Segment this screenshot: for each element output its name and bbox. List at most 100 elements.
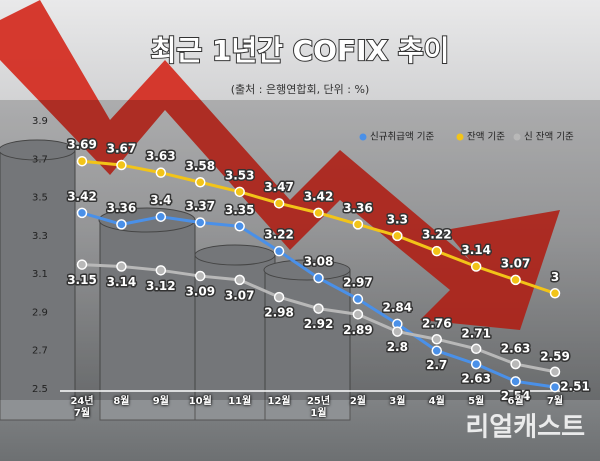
data-point	[155, 265, 167, 276]
data-label: 3.42	[304, 189, 334, 203]
data-label: 3	[551, 270, 559, 284]
data-label: 3.15	[67, 273, 97, 287]
watermark: 리얼캐스트	[465, 413, 585, 443]
subtitle: (출처 : 은행연합회, 단위 : %)	[231, 83, 370, 96]
data-label: 3.69	[67, 138, 97, 152]
x-tick-label: 10월	[188, 396, 212, 407]
data-point	[431, 245, 442, 257]
data-label: 3.47	[264, 180, 294, 194]
y-tick-label: 2.9	[32, 307, 48, 318]
data-point	[116, 261, 127, 272]
data-point	[155, 211, 167, 222]
x-tick-label: 9월	[152, 396, 169, 407]
x-tick-label: 12월	[267, 396, 291, 407]
data-point	[234, 186, 245, 198]
data-label: 2.98	[264, 306, 294, 320]
data-point	[313, 272, 324, 284]
data-label: 3.42	[67, 189, 97, 203]
data-label: 3.09	[185, 285, 215, 299]
data-label: 3.22	[422, 228, 452, 242]
x-tick-label: 7월	[546, 396, 564, 407]
x-tick-label: 4월	[428, 396, 445, 407]
data-point	[155, 167, 167, 178]
data-point	[549, 381, 561, 393]
data-point	[116, 159, 127, 171]
data-label: 2.97	[343, 276, 373, 290]
data-point	[352, 309, 364, 320]
data-label: 2.71	[461, 326, 491, 340]
data-point	[510, 274, 521, 286]
data-label: 3.36	[343, 201, 373, 215]
data-label: 2.63	[501, 342, 531, 356]
y-tick-label: 2.5	[32, 384, 48, 395]
data-point	[470, 261, 482, 272]
data-point	[510, 358, 521, 370]
data-label: 3.37	[185, 199, 215, 213]
legend-label: 신 잔액 기준	[524, 131, 574, 143]
y-tick-label: 3.5	[32, 193, 48, 204]
data-point	[195, 217, 206, 228]
data-label: 3.58	[185, 159, 215, 173]
data-point	[510, 376, 521, 387]
data-label: 3.12	[146, 279, 176, 293]
data-point	[273, 245, 285, 257]
data-label: 3.14	[107, 275, 137, 289]
x-tick-label: 24년 7월	[70, 396, 94, 419]
data-point	[313, 207, 324, 219]
coins	[0, 139, 351, 421]
data-label: 2.51	[560, 380, 590, 394]
data-label: 2.84	[383, 300, 413, 314]
data-point	[76, 155, 88, 167]
data-point	[352, 219, 364, 230]
data-label: 3.4	[150, 193, 171, 207]
red-arrow	[0, 0, 560, 330]
y-tick-label: 2.7	[32, 346, 48, 357]
legend-marker	[513, 133, 521, 141]
x-tick-label: 2월	[349, 396, 366, 407]
data-label: 3.14	[461, 243, 491, 257]
y-tick-label: 3.9	[32, 116, 48, 127]
data-label: 2.59	[540, 349, 570, 363]
x-tick-label: 6월	[507, 396, 524, 407]
data-point	[234, 274, 245, 286]
data-point	[392, 230, 403, 242]
data-label: 3.53	[225, 168, 255, 182]
data-label: 2.63	[461, 372, 491, 386]
data-label: 2.89	[343, 323, 373, 337]
data-point	[76, 207, 88, 219]
legend-marker	[456, 133, 464, 141]
data-point	[431, 333, 442, 345]
data-label: 2.8	[387, 340, 408, 354]
data-point	[392, 326, 403, 337]
legend-label: 잔액 기준	[467, 131, 505, 143]
x-tick-label: 5월	[468, 396, 485, 407]
data-label: 2.54	[501, 389, 531, 403]
chart-title: 최근 1년간 COFIX 추이	[151, 34, 450, 67]
data-label: 3.36	[107, 201, 137, 215]
data-label: 3.08	[304, 254, 334, 268]
data-point	[352, 293, 364, 305]
data-point	[234, 221, 245, 232]
data-label: 3.67	[107, 142, 137, 156]
x-tick-label: 25년 1월	[306, 396, 331, 419]
legend-marker	[359, 133, 367, 141]
legend-label: 신규취급액 기준	[370, 131, 434, 143]
data-point	[273, 198, 285, 209]
x-tick-label: 3월	[389, 396, 406, 407]
data-label: 2.7	[426, 358, 447, 372]
data-point	[470, 343, 482, 355]
data-point	[470, 358, 482, 370]
y-tick-label: 3.7	[32, 154, 48, 165]
data-label: 3.07	[501, 256, 531, 270]
x-tick-label: 11월	[228, 396, 252, 407]
data-point	[195, 270, 206, 282]
data-point	[76, 259, 88, 270]
data-label: 3.63	[146, 149, 176, 163]
data-label: 2.76	[422, 317, 452, 331]
data-point	[195, 177, 206, 188]
data-point	[549, 288, 561, 299]
data-label: 3.3	[387, 212, 408, 226]
data-label: 3.22	[264, 228, 294, 242]
